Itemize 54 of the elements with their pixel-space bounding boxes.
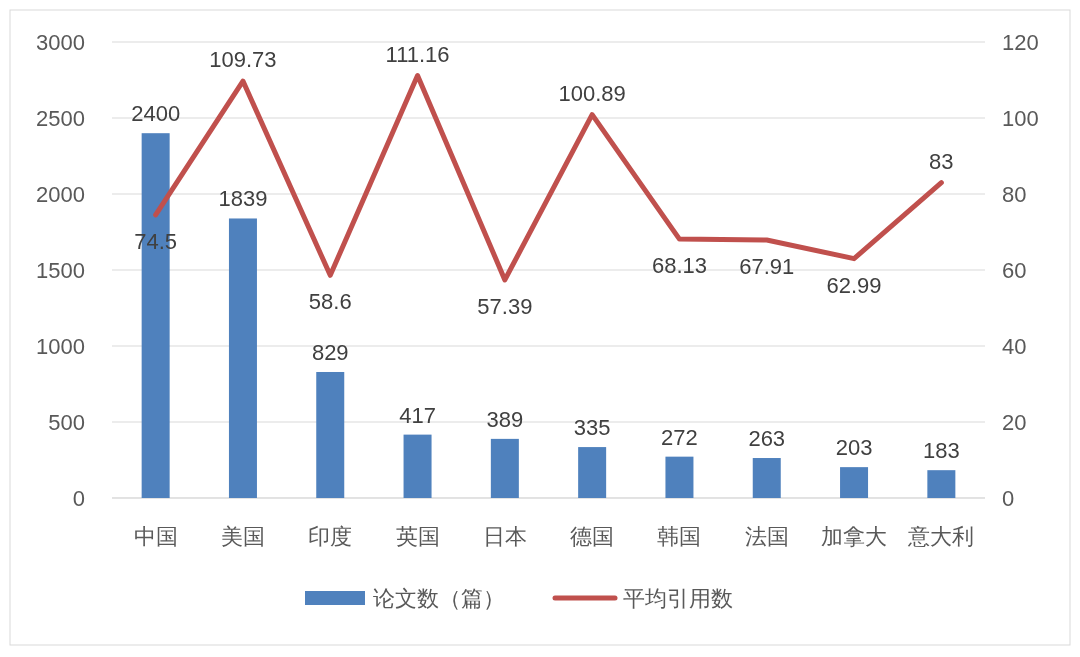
data-label: 100.89 xyxy=(558,80,626,106)
legend-label: 论文数（篇） xyxy=(373,586,505,611)
y2-tick-label: 80 xyxy=(1002,182,1027,207)
y-tick-label: 0 xyxy=(72,486,85,511)
x-tick-label: 韩国 xyxy=(657,524,702,549)
y2-tick-label: 20 xyxy=(1002,410,1027,435)
data-label: 389 xyxy=(486,406,524,432)
data-label: 58.6 xyxy=(308,289,352,315)
y2-tick-label: 100 xyxy=(1002,106,1039,131)
y-tick-label: 1000 xyxy=(36,334,85,359)
data-label: 68.13 xyxy=(651,253,707,279)
legend-label: 平均引用数 xyxy=(623,586,733,611)
bar xyxy=(578,447,607,498)
bar xyxy=(228,218,257,498)
data-label: 272 xyxy=(661,424,698,450)
y2-tick-label: 120 xyxy=(1002,30,1039,55)
bar xyxy=(927,470,956,498)
y-tick-label: 2000 xyxy=(36,182,85,207)
bar xyxy=(403,434,432,498)
data-label: 57.39 xyxy=(477,293,533,319)
data-label: 1839 xyxy=(218,186,268,212)
data-label: 829 xyxy=(311,339,349,365)
data-label: 62.99 xyxy=(826,272,882,298)
data-label: 203 xyxy=(835,435,873,461)
data-label: 67.91 xyxy=(739,253,795,279)
bar xyxy=(665,456,694,498)
data-label: 111.16 xyxy=(385,41,450,67)
bar xyxy=(316,371,345,498)
y-tick-label: 500 xyxy=(48,410,85,435)
data-label: 109.73 xyxy=(209,47,277,73)
y-tick-label: 2500 xyxy=(36,106,85,131)
data-label: 2400 xyxy=(131,101,181,127)
y2-tick-label: 40 xyxy=(1002,334,1027,359)
x-tick-label: 法国 xyxy=(744,524,789,549)
bar xyxy=(752,458,781,498)
x-tick-label: 英国 xyxy=(395,524,440,549)
data-label: 335 xyxy=(573,415,611,441)
x-tick-label: 意大利 xyxy=(907,524,975,549)
bar xyxy=(490,438,519,498)
x-tick-label: 加拿大 xyxy=(821,524,888,549)
x-tick-label: 印度 xyxy=(308,524,353,549)
x-tick-label: 日本 xyxy=(482,524,527,549)
y-tick-label: 1500 xyxy=(36,258,85,283)
y-tick-label: 3000 xyxy=(36,30,85,55)
data-label: 183 xyxy=(922,438,960,464)
bar xyxy=(840,467,869,498)
x-tick-label: 美国 xyxy=(220,524,265,549)
data-label: 417 xyxy=(399,402,436,428)
y2-tick-label: 60 xyxy=(1002,258,1027,283)
data-label: 263 xyxy=(748,426,786,452)
x-tick-label: 德国 xyxy=(570,524,615,549)
data-label: 83 xyxy=(929,148,954,174)
x-tick-label: 中国 xyxy=(133,524,178,549)
y2-tick-label: 0 xyxy=(1002,486,1015,511)
